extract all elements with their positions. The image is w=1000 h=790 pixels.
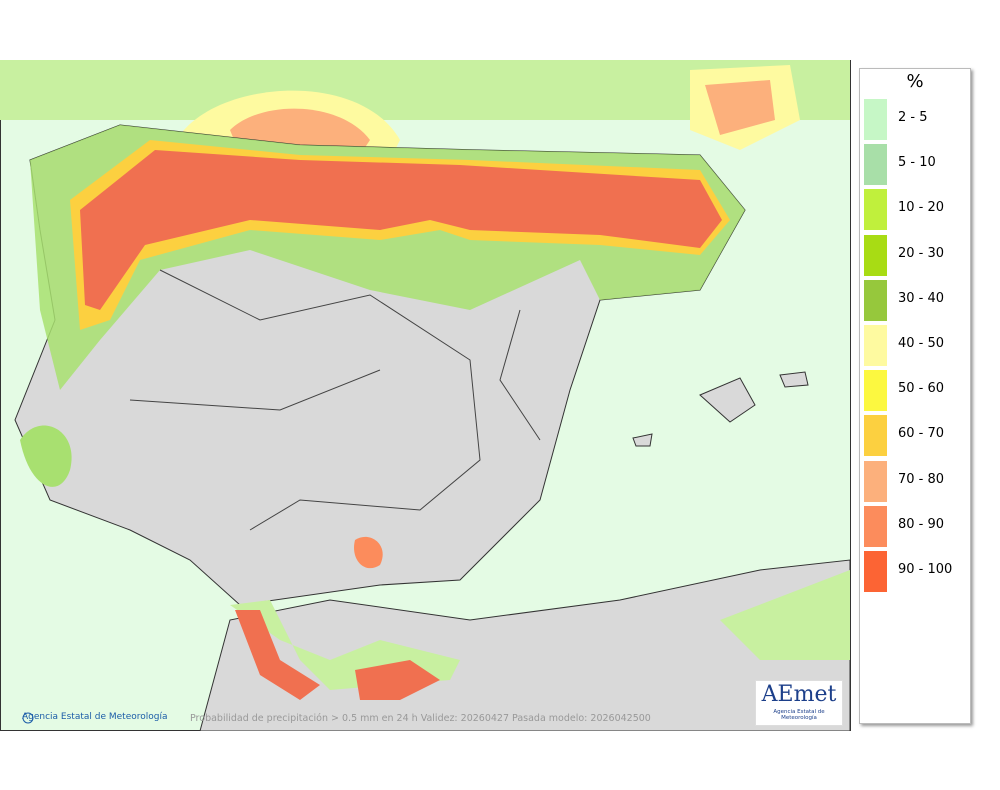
legend-item: 10 - 20 — [860, 187, 970, 232]
legend-item: 30 - 40 — [860, 278, 970, 323]
legend-item: 90 - 100 — [860, 549, 970, 594]
legend-label: 90 - 100 — [898, 561, 953, 577]
legend-label: 10 - 20 — [898, 200, 945, 216]
legend-item: 80 - 90 — [860, 504, 970, 549]
legend-swatch — [864, 370, 887, 412]
legend-swatch — [864, 99, 887, 140]
precip-area — [80, 150, 722, 310]
precip-area — [20, 425, 72, 487]
legend-item: 40 - 50 — [860, 323, 970, 368]
island — [779, 371, 809, 388]
legend-swatch — [864, 460, 887, 502]
legend-swatch — [864, 144, 887, 186]
border — [129, 269, 541, 531]
precip-area — [354, 536, 383, 569]
legend-swatch — [864, 324, 887, 366]
precip-area — [705, 80, 775, 135]
island — [632, 433, 653, 447]
precip-area — [720, 570, 850, 660]
legend-swatch — [864, 189, 887, 231]
legend-label: 60 - 70 — [898, 426, 945, 442]
legend-swatch — [864, 279, 887, 321]
legend-title: % — [906, 71, 924, 92]
legend-swatch — [864, 550, 887, 592]
legend-items: 2 - 5 5 - 10 10 - 20 20 - 30 30 - 40 40 - 50 5… — [860, 97, 970, 594]
legend-label: 50 - 60 — [898, 381, 945, 397]
legend-label: 5 - 10 — [898, 155, 936, 171]
legend-item: 20 - 30 — [860, 233, 970, 278]
legend-label: 80 - 90 — [898, 516, 945, 532]
legend-label: 70 - 80 — [898, 471, 945, 487]
legend-label: 30 - 40 — [898, 290, 945, 306]
credit: Agencia Estatal de Meteorología — [22, 712, 168, 722]
legend-label: 2 - 5 — [898, 110, 928, 125]
legend-item: 60 - 70 — [860, 413, 970, 458]
legend-item: 2 - 5 — [860, 97, 970, 142]
precip-area — [235, 610, 320, 700]
legend-swatch — [864, 415, 887, 457]
legend-swatch — [864, 234, 887, 276]
legend-item: 5 - 10 — [860, 142, 970, 187]
legend-item: 70 - 80 — [860, 459, 970, 504]
legend-swatch — [864, 505, 887, 547]
logo: AEmet Agencia Estatal de Meteorología — [755, 680, 843, 726]
copyright-icon — [22, 712, 34, 724]
logo-name: AEmet — [761, 682, 837, 707]
caption: Probabilidad de precipitación > 0.5 mm e… — [190, 713, 651, 724]
map — [0, 60, 851, 731]
legend-item: 50 - 60 — [860, 368, 970, 413]
legend-label: 20 - 30 — [898, 245, 945, 261]
legend: % 2 - 5 5 - 10 10 - 20 20 - 30 30 - 40 40 - 5… — [859, 68, 971, 724]
legend-label: 40 - 50 — [898, 335, 945, 351]
logo-subtitle: Agencia Estatal de Meteorología — [773, 709, 825, 721]
island — [699, 377, 756, 423]
precip-area — [355, 660, 440, 700]
